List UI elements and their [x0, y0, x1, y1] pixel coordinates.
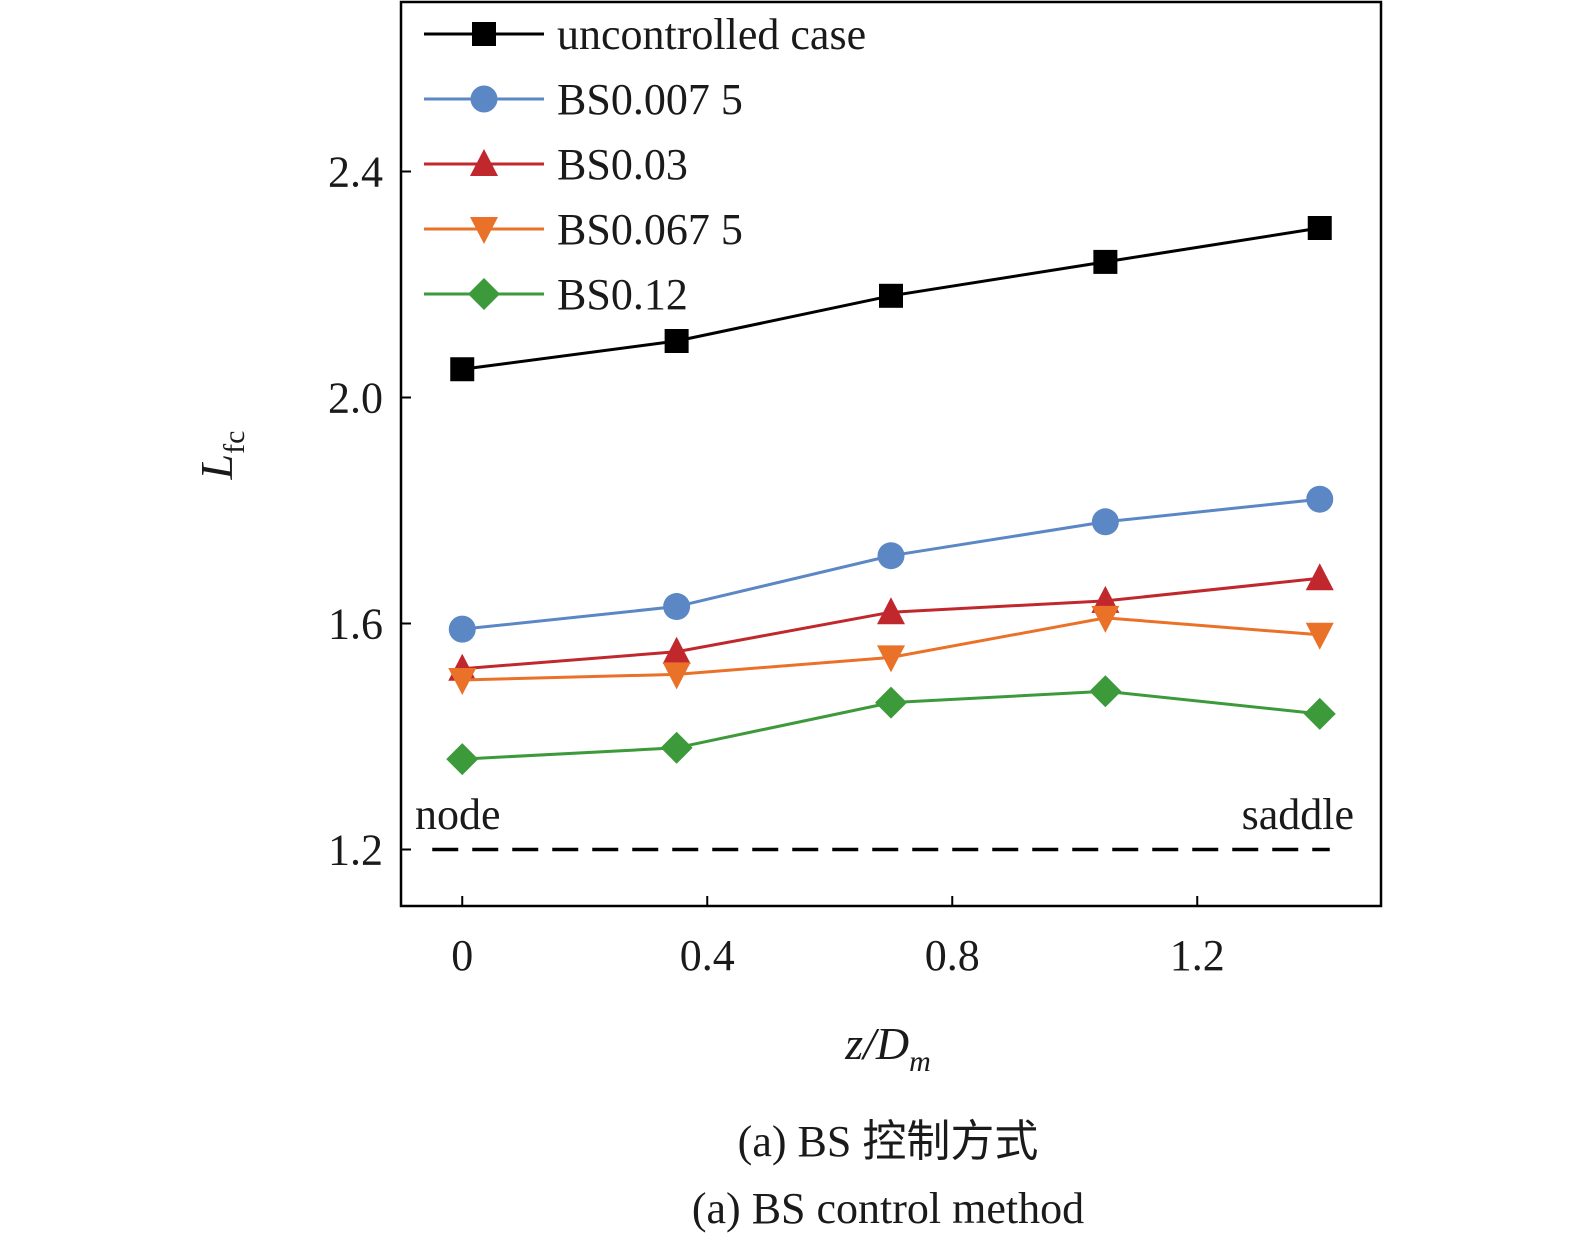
legend-item: BS0.067 5: [424, 205, 743, 254]
data-point: [877, 542, 905, 570]
data-point: [660, 731, 693, 764]
data-point: [1093, 249, 1118, 274]
annotation-saddle: saddle: [1242, 790, 1354, 839]
data-point: [662, 662, 691, 690]
data-point: [879, 283, 903, 308]
y-tick-label: 1.6: [328, 600, 383, 649]
annotation-node: node: [415, 790, 501, 839]
data-point: [450, 357, 475, 382]
y-axis-title-sub: fc: [218, 431, 251, 454]
data-point: [1089, 675, 1122, 708]
legend-item: BS0.03: [424, 140, 688, 189]
legend-item: BS0.12: [424, 270, 688, 319]
x-axis-title-sub: m: [909, 1045, 931, 1078]
x-tick-label: 0.4: [680, 931, 735, 980]
data-point: [875, 686, 907, 719]
data-point: [1303, 697, 1336, 730]
y-axis-title: Lfc: [191, 431, 251, 481]
legend-marker: [468, 278, 500, 310]
legend: uncontrolled case BS0.007 5 BS0.03 BS0.067 …: [424, 10, 866, 319]
y-tick-label: 1.2: [328, 826, 383, 875]
caption-line-1: (a) BS 控制方式: [738, 1117, 1039, 1166]
data-point: [877, 645, 905, 673]
data-point: [663, 593, 691, 621]
x-tick-label: 0: [451, 931, 473, 980]
data-point: [1307, 216, 1332, 240]
legend-marker: [470, 217, 498, 244]
series-layer: [446, 216, 1336, 776]
data-point: [448, 615, 476, 643]
y-tick-label: 2.0: [328, 374, 383, 423]
x-tick-label: 0.8: [925, 931, 980, 980]
data-point: [877, 597, 905, 625]
tick-layer: 0 0.4 0.8 1.2 1.2 1.6 2.0 2.4: [328, 148, 1225, 981]
series-0: [450, 216, 1332, 382]
data-point: [1305, 622, 1334, 650]
data-point: [1306, 485, 1334, 513]
data-point: [1091, 508, 1119, 536]
plot-frame: [399, 0, 1383, 908]
data-point: [1305, 563, 1334, 591]
legend-marker: [470, 149, 498, 176]
series-4: [446, 675, 1336, 776]
series-1: [448, 485, 1334, 643]
legend-label: BS0.067 5: [557, 205, 743, 254]
y-axis-title-main: L: [191, 454, 242, 481]
legend-marker: [472, 22, 496, 46]
series-3: [448, 605, 1334, 695]
legend-label: BS0.12: [557, 270, 688, 319]
x-axis-title: z/Dm: [844, 1018, 931, 1078]
data-point: [1091, 605, 1120, 633]
series-2: [448, 563, 1334, 681]
x-axis-title-main: z/D: [844, 1018, 909, 1069]
legend-label: uncontrolled case: [557, 10, 866, 59]
data-point: [664, 329, 689, 353]
y-tick-label: 2.4: [328, 148, 383, 197]
data-point: [448, 668, 477, 695]
legend-marker: [470, 85, 498, 113]
data-point: [662, 636, 691, 664]
legend-item: uncontrolled case: [424, 10, 866, 59]
legend-item: BS0.007 5: [424, 75, 743, 124]
caption-line-2: (a) BS control method: [692, 1184, 1084, 1233]
data-point: [446, 743, 479, 776]
legend-label: BS0.007 5: [557, 75, 743, 124]
x-tick-label: 1.2: [1170, 931, 1225, 980]
legend-label: BS0.03: [557, 140, 688, 189]
